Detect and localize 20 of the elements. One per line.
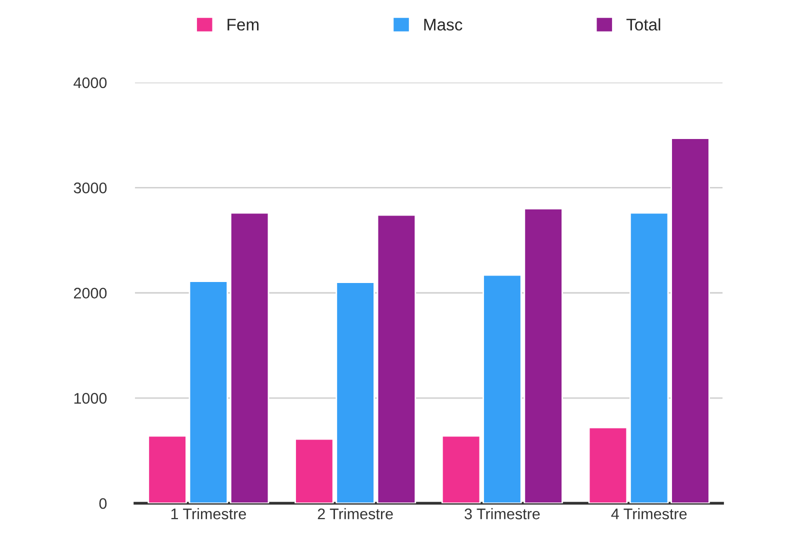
- bar: [230, 212, 270, 504]
- bar: [670, 138, 710, 504]
- x-tick-label: 3 Trimestre: [464, 508, 540, 520]
- bar: [441, 435, 481, 504]
- x-tick-label: 1 Trimestre: [171, 508, 246, 520]
- y-tick-label: 2000: [74, 288, 107, 299]
- y-tick-label: 4000: [74, 77, 107, 88]
- y-tick-label: 3000: [74, 182, 107, 194]
- bar: [629, 212, 669, 504]
- bar: [148, 435, 187, 504]
- y-tick-label: 0: [99, 498, 107, 509]
- bar: [376, 214, 416, 504]
- x-tick-label: 2 Trimestre: [318, 508, 393, 520]
- x-tick-label: 4 Trimestre: [611, 508, 687, 520]
- bar: [188, 280, 228, 504]
- legend-label: Total: [626, 18, 660, 31]
- bar: [588, 426, 628, 504]
- y-tick-label: 1000: [74, 392, 107, 404]
- legend-label: Fem: [228, 18, 258, 31]
- legend-label: Masc: [424, 18, 462, 31]
